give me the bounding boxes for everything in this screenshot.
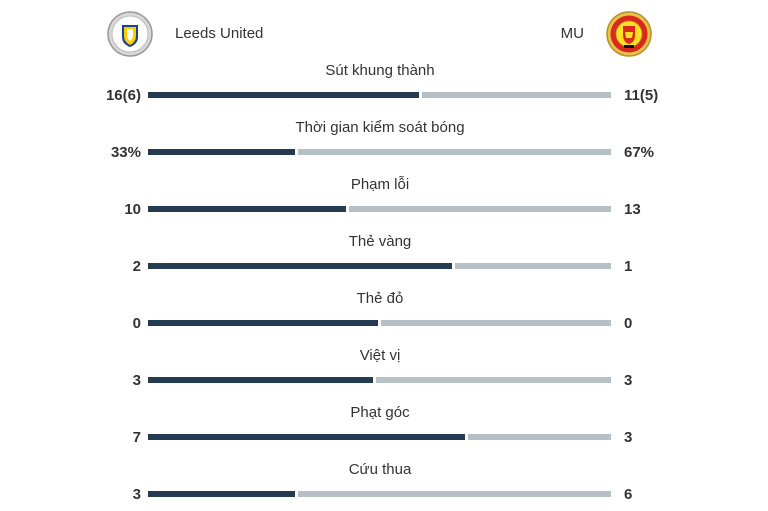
- home-bar-fill: [148, 491, 295, 497]
- home-bar-fill: [148, 320, 378, 326]
- home-bar-fill: [148, 434, 465, 440]
- away-bar-fill: [381, 320, 611, 326]
- stat-comparison-bar: [148, 320, 611, 326]
- away-stat-value: 13: [624, 201, 641, 218]
- home-bar-fill: [148, 263, 452, 269]
- home-stat-value: 33%: [110, 144, 141, 161]
- stat-row-corners: Phạt góc 7 3: [0, 404, 768, 446]
- away-bar-fill: [422, 92, 611, 98]
- away-bar-fill: [349, 206, 611, 212]
- away-stat-value: 11(5): [624, 87, 659, 104]
- manchester-united-crest-icon: [606, 11, 652, 57]
- home-stat-value: 16(6): [105, 87, 141, 104]
- stat-label: Phạt góc: [350, 404, 410, 421]
- stat-label: Sút khung thành: [325, 62, 435, 79]
- home-bar-fill: [148, 377, 373, 383]
- away-stat-value: 6: [624, 486, 633, 503]
- stat-label: Thời gian kiểm soát bóng: [295, 119, 465, 136]
- stat-row-red-cards: Thẻ đỏ 0 0: [0, 290, 768, 332]
- stat-label: Thẻ vàng: [348, 233, 412, 250]
- away-bar-fill: [298, 491, 611, 497]
- stat-row-yellow-cards: Thẻ vàng 2 1: [0, 233, 768, 275]
- stat-comparison-bar: [148, 206, 611, 212]
- stat-comparison-bar: [148, 263, 611, 269]
- stat-row-offsides: Việt vị 3 3: [0, 347, 768, 389]
- stat-label: Cứu thua: [348, 461, 412, 478]
- away-bar-fill: [298, 149, 611, 155]
- stat-row-fouls: Phạm lỗi 10 13: [0, 176, 768, 218]
- home-stat-value: 2: [132, 258, 141, 275]
- stat-label: Thẻ đỏ: [356, 290, 404, 307]
- away-bar-fill: [455, 263, 611, 269]
- stat-label: Phạm lỗi: [350, 176, 410, 193]
- home-stat-value: 3: [132, 486, 141, 503]
- match-header: Leeds United MU: [0, 0, 768, 64]
- home-stat-value: 7: [132, 429, 141, 446]
- away-stat-value: 0: [624, 315, 633, 332]
- home-stat-value: 10: [124, 201, 141, 218]
- home-bar-fill: [148, 206, 346, 212]
- away-stat-value: 1: [624, 258, 633, 275]
- stat-row-saves: Cứu thua 3 6: [0, 461, 768, 503]
- away-stat-value: 3: [624, 429, 633, 446]
- leeds-crest-icon: [107, 11, 153, 57]
- home-bar-fill: [148, 149, 295, 155]
- stat-row-possession: Thời gian kiểm soát bóng 33% 67%: [0, 119, 768, 161]
- stat-comparison-bar: [148, 434, 611, 440]
- home-stat-value: 3: [132, 372, 141, 389]
- home-team-name: Leeds United: [175, 25, 264, 42]
- home-stat-value: 0: [132, 315, 141, 332]
- away-team-name: MU: [560, 25, 584, 42]
- stat-comparison-bar: [148, 491, 611, 497]
- stat-comparison-bar: [148, 149, 611, 155]
- away-bar-fill: [468, 434, 611, 440]
- home-bar-fill: [148, 92, 419, 98]
- stat-comparison-bar: [148, 377, 611, 383]
- stat-label: Việt vị: [359, 347, 401, 364]
- away-bar-fill: [376, 377, 611, 383]
- stat-row-shots-on-target: Sút khung thành 16(6) 11(5): [0, 62, 768, 104]
- stat-comparison-bar: [148, 92, 611, 98]
- away-stat-value: 67%: [624, 144, 655, 161]
- away-stat-value: 3: [624, 372, 633, 389]
